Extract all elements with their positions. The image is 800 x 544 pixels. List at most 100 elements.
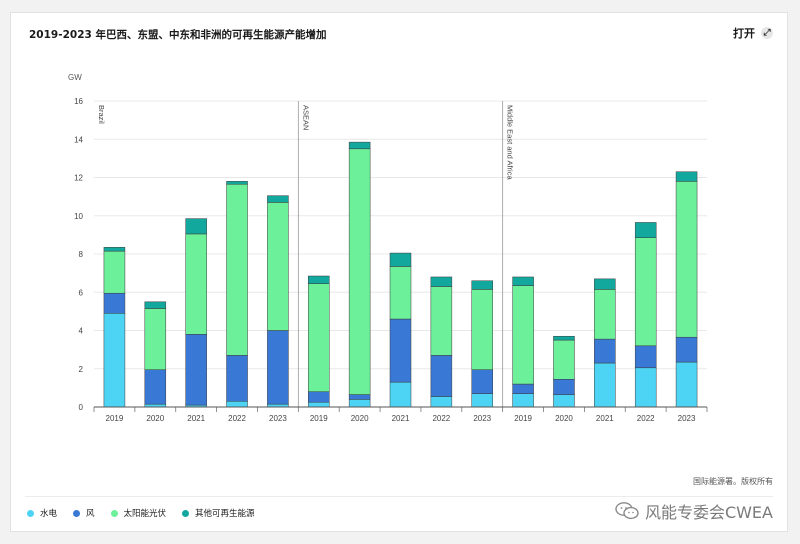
bar-1-4-series-2 bbox=[471, 289, 493, 370]
bar-0-4-series-3 bbox=[267, 195, 289, 203]
watermark-text: 风能专委会CWEA bbox=[644, 503, 773, 522]
bar-2-2-series-0 bbox=[594, 362, 616, 408]
x-tick-label-1-3: 2022 bbox=[432, 414, 450, 423]
x-tick-label-2-2: 2021 bbox=[596, 414, 614, 423]
bar-0-1-series-3 bbox=[144, 301, 167, 309]
bar-1-4-series-3 bbox=[471, 280, 493, 290]
legend-item-solar[interactable]: 太阳能光伏 bbox=[110, 507, 167, 519]
group-label-0: Brazil bbox=[97, 105, 106, 124]
x-tick-label-0-4: 2023 bbox=[269, 414, 287, 423]
source-note: 国际能源署。版权所有 bbox=[693, 477, 773, 486]
y-tick-label-12: 12 bbox=[74, 174, 83, 183]
bar-1-1-series-3 bbox=[348, 141, 371, 150]
bar-2-4-series-2 bbox=[675, 181, 698, 338]
stacked-bar-chart: GW 0 2 4 6 8 10 12 14 16 Brazil 2019 2020 2021 2022 202… bbox=[68, 73, 708, 423]
bar-1-1-series-0 bbox=[348, 399, 371, 408]
legend-label-hydro: 水电 bbox=[40, 509, 58, 519]
x-tick-label-0-2: 2021 bbox=[187, 414, 205, 423]
y-tick-label-16: 16 bbox=[74, 97, 83, 106]
bar-2-1-series-0 bbox=[553, 394, 575, 408]
expand-icon: ⤢ bbox=[761, 27, 773, 39]
open-button[interactable]: 打开 ⤢ bbox=[733, 25, 773, 41]
bar-2-0-series-1 bbox=[512, 383, 534, 394]
bar-0-4-series-2 bbox=[267, 202, 289, 331]
bar-0-0-series-3 bbox=[103, 247, 126, 252]
bar-2-3-series-0 bbox=[634, 367, 657, 408]
bar-2-3-series-1 bbox=[634, 345, 657, 369]
bar-2-3-series-3 bbox=[634, 222, 657, 238]
x-tick-label-2-1: 2020 bbox=[555, 414, 573, 423]
bar-1-3-series-0 bbox=[430, 396, 453, 408]
bar-2-0-series-2 bbox=[512, 285, 534, 385]
bar-0-0-series-0 bbox=[103, 313, 126, 408]
open-button-label: 打开 bbox=[733, 27, 755, 40]
legend-dot-wind bbox=[73, 509, 81, 517]
bar-2-4-series-1 bbox=[675, 336, 698, 363]
bar-2-2-series-2 bbox=[594, 289, 616, 340]
bar-0-3-series-1 bbox=[226, 355, 248, 402]
bar-1-2-series-1 bbox=[389, 318, 412, 383]
bar-2-0-series-0 bbox=[512, 393, 534, 408]
legend-item-hydro[interactable]: 水电 bbox=[27, 507, 57, 519]
bar-1-3-series-1 bbox=[430, 355, 453, 397]
bar-2-4-series-3 bbox=[675, 171, 698, 182]
bar-0-1-series-2 bbox=[144, 308, 167, 370]
bar-1-1-series-2 bbox=[348, 148, 371, 395]
y-tick-label-8: 8 bbox=[79, 250, 84, 259]
x-tick-label-1-2: 2021 bbox=[392, 414, 410, 423]
bar-1-0-series-3 bbox=[308, 275, 330, 284]
bar-2-1-series-1 bbox=[553, 379, 575, 395]
bar-1-1-series-1 bbox=[348, 394, 371, 400]
bar-2-4-series-0 bbox=[675, 361, 698, 408]
bar-2-2-series-3 bbox=[594, 278, 616, 290]
bar-0-2-series-3 bbox=[185, 218, 207, 235]
bar-1-2-series-3 bbox=[389, 252, 412, 267]
legend-divider bbox=[25, 496, 773, 497]
x-tick-label-1-4: 2023 bbox=[473, 414, 491, 423]
group-label-1: ASEAN bbox=[301, 105, 310, 130]
bar-0-1-series-1 bbox=[144, 369, 167, 405]
y-tick-label-0: 0 bbox=[79, 403, 84, 412]
bar-2-3-series-2 bbox=[634, 237, 657, 347]
bar-0-2-series-1 bbox=[185, 334, 207, 406]
chart-card: 2019-2023 年巴西、东盟、中东和非洲的可再生能源产能增加 打开 ⤢ GW… bbox=[10, 12, 788, 532]
x-tick-label-2-0: 2019 bbox=[514, 414, 532, 423]
y-axis-unit-label: GW bbox=[68, 73, 82, 82]
legend-dot-hydro bbox=[27, 509, 34, 517]
x-tick-label-0-1: 2020 bbox=[146, 414, 164, 423]
legend-item-other[interactable]: 其他可再生能源 bbox=[182, 507, 255, 519]
wechat-icon bbox=[615, 502, 639, 520]
bar-0-0-series-2 bbox=[103, 250, 126, 294]
y-tick-label-4: 4 bbox=[79, 327, 84, 336]
x-tick-label-0-0: 2019 bbox=[106, 414, 124, 423]
y-tick-label-14: 14 bbox=[74, 135, 83, 144]
x-tick-label-0-3: 2022 bbox=[228, 414, 246, 423]
bar-2-1-series-3 bbox=[553, 335, 575, 341]
bar-1-4-series-0 bbox=[471, 393, 493, 408]
bar-2-0-series-3 bbox=[512, 276, 534, 286]
bar-1-3-series-2 bbox=[430, 286, 453, 356]
chart-title: 2019-2023 年巴西、东盟、中东和非洲的可再生能源产能增加 bbox=[29, 29, 327, 41]
legend-label-other: 其他可再生能源 bbox=[195, 509, 255, 519]
bar-1-3-series-3 bbox=[430, 276, 453, 287]
bar-1-4-series-1 bbox=[471, 369, 493, 394]
bar-1-2-series-2 bbox=[389, 266, 412, 320]
x-tick-label-2-4: 2023 bbox=[678, 414, 696, 423]
bar-1-0-series-1 bbox=[308, 391, 330, 403]
legend-item-wind[interactable]: 风 bbox=[73, 507, 95, 519]
bar-1-2-series-0 bbox=[389, 381, 412, 408]
bar-1-0-series-0 bbox=[308, 401, 330, 408]
legend-dot-solar bbox=[110, 509, 118, 517]
legend-label-solar: 太阳能光伏 bbox=[123, 509, 167, 519]
group-label-2: Middle East and Africa bbox=[506, 105, 515, 180]
bar-0-3-series-0 bbox=[226, 401, 248, 408]
legend-label-wind: 风 bbox=[86, 509, 95, 519]
y-tick-label-2: 2 bbox=[79, 365, 84, 374]
bar-0-0-series-1 bbox=[103, 292, 126, 314]
legend: 水电 风 太阳能光伏 其他可再生能源 bbox=[27, 507, 255, 519]
bar-2-1-series-2 bbox=[553, 339, 575, 380]
bar-0-2-series-2 bbox=[185, 233, 207, 335]
y-tick-label-10: 10 bbox=[74, 212, 83, 221]
legend-dot-other bbox=[182, 509, 190, 517]
x-tick-label-1-1: 2020 bbox=[351, 414, 369, 423]
